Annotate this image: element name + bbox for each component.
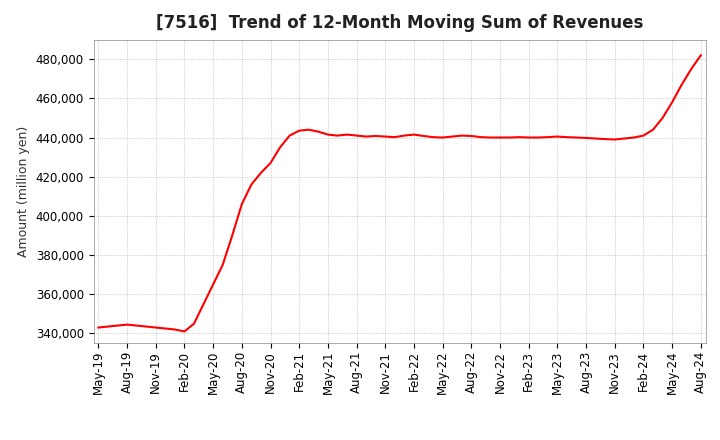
- Y-axis label: Amount (million yen): Amount (million yen): [17, 126, 30, 257]
- Title: [7516]  Trend of 12-Month Moving Sum of Revenues: [7516] Trend of 12-Month Moving Sum of R…: [156, 15, 643, 33]
